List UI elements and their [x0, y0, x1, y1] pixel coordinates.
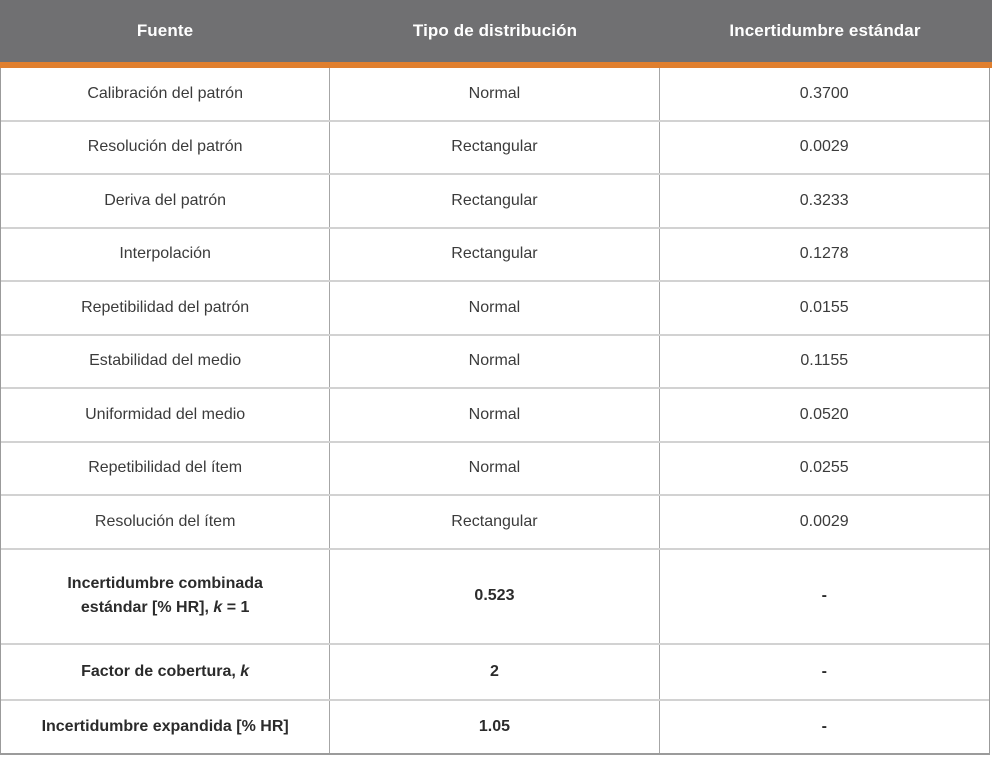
cell-valor: 0.0520: [799, 405, 849, 423]
summary-row-cobertura: Factor de cobertura, k 2 -: [1, 644, 989, 701]
cell-dash: -: [821, 717, 827, 735]
italic-k: k: [240, 662, 250, 680]
cell-tipo: Rectangular: [330, 228, 660, 280]
cell-fuente: Repetibilidad del patrón: [1, 282, 331, 334]
cell-valor-combinada: 0.523: [330, 549, 660, 643]
cell-tipo: Normal: [330, 282, 660, 334]
cell-fuente: Repetibilidad del ítem: [1, 442, 331, 494]
table-row: Uniformidad del medio Normal 0.0520: [1, 389, 989, 443]
header-col-fuente: Fuente: [136, 21, 194, 40]
combinada-label-line2: estándar [% HR], k = 1: [80, 599, 250, 616]
cell-tipo: Normal: [330, 68, 660, 120]
header-col-incertidumbre-estandar: Incertidumbre estándar: [729, 21, 921, 40]
table-header-row: Fuente Tipo de distribución Incertidumbr…: [0, 0, 992, 62]
cell-dash: -: [821, 587, 827, 604]
cell-valor: 0.1155: [800, 352, 849, 370]
table-row: Repetibilidad del ítem Normal 0.0255: [1, 442, 989, 496]
cell-tipo: Rectangular: [330, 175, 660, 227]
cell-valor: 0.3700: [799, 84, 849, 102]
cell-label-expandida: Incertidumbre expandida [% HR]: [1, 700, 331, 753]
cell-tipo: Rectangular: [330, 121, 660, 173]
header-col-tipo-distribucion: Tipo de distribución: [412, 21, 578, 40]
cell-fuente: Estabilidad del medio: [1, 335, 331, 387]
table-row: Repetibilidad del patrón Normal 0.0155: [1, 282, 989, 336]
cell-fuente: Resolución del patrón: [1, 121, 331, 173]
cell-dash: -: [821, 662, 827, 680]
cell-tipo: Normal: [330, 335, 660, 387]
cell-tipo: Rectangular: [330, 496, 660, 548]
accent-divider: [0, 62, 992, 68]
cell-valor: 0.0255: [799, 459, 849, 477]
cell-fuente: Uniformidad del medio: [1, 389, 331, 441]
cell-fuente: Deriva del patrón: [1, 175, 331, 227]
cell-tipo: Normal: [330, 389, 660, 441]
cell-fuente: Calibración del patrón: [1, 68, 331, 120]
cell-valor-expandida: 1.05: [330, 700, 660, 753]
table-row: Interpolación Rectangular 0.1278: [1, 228, 989, 282]
table-row: Resolución del ítem Rectangular 0.0029: [1, 496, 989, 550]
summary-row-combinada: Incertidumbre combinada estándar [% HR],…: [1, 549, 989, 645]
cell-valor: 0.3233: [799, 191, 849, 209]
table-row: Resolución del patrón Rectangular 0.0029: [1, 121, 989, 175]
table-row: Estabilidad del medio Normal 0.1155: [1, 335, 989, 389]
combinada-label-line1: Incertidumbre combinada: [67, 575, 263, 592]
italic-k: k: [213, 599, 223, 616]
table-row: Calibración del patrón Normal 0.3700: [1, 68, 989, 122]
cell-fuente: Resolución del ítem: [1, 496, 331, 548]
cell-fuente: Interpolación: [1, 228, 331, 280]
cell-valor-cobertura: 2: [330, 644, 660, 699]
cell-label-cobertura: Factor de cobertura, k: [1, 644, 331, 699]
table-body: Calibración del patrón Normal 0.3700 Res…: [0, 68, 990, 755]
cell-tipo: Normal: [330, 442, 660, 494]
table-row: Deriva del patrón Rectangular 0.3233: [1, 175, 989, 229]
summary-row-expandida: Incertidumbre expandida [% HR] 1.05 -: [1, 700, 989, 753]
cell-valor: 0.0155: [799, 298, 849, 316]
cell-label-combinada: Incertidumbre combinada estándar [% HR],…: [1, 549, 331, 643]
cobertura-label: Factor de cobertura, k: [81, 662, 250, 680]
cell-valor: 0.0029: [799, 138, 849, 156]
cell-valor: 0.0029: [799, 512, 849, 530]
cell-valor: 0.1278: [799, 245, 849, 263]
